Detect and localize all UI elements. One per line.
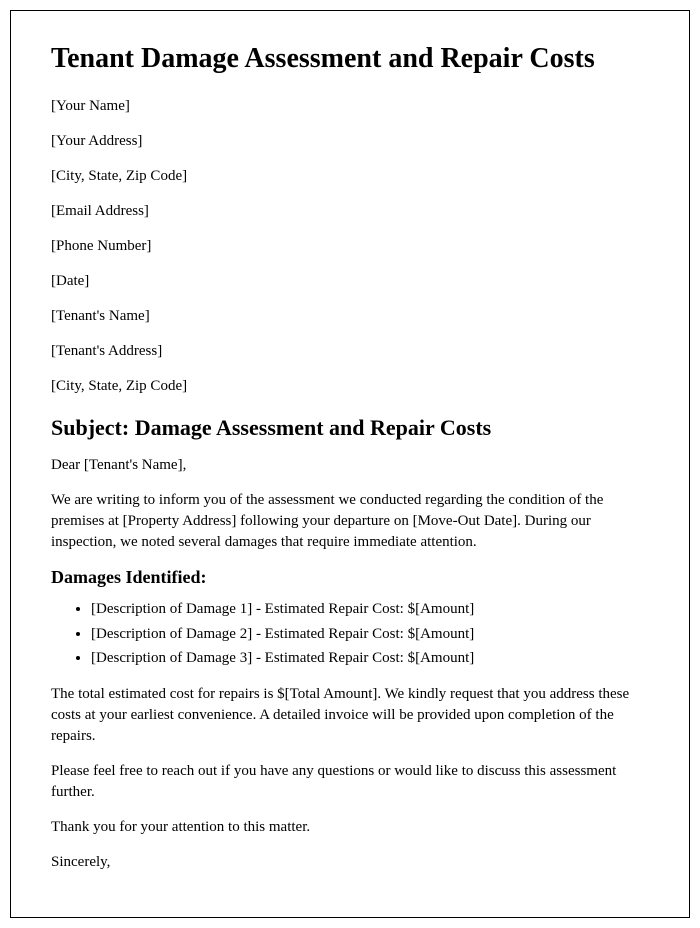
sender-email: [Email Address] xyxy=(51,201,649,222)
sender-name: [Your Name] xyxy=(51,96,649,117)
damage-item: [Description of Damage 3] - Estimated Re… xyxy=(91,647,649,670)
document-container: Tenant Damage Assessment and Repair Cost… xyxy=(10,10,690,918)
recipient-city-state-zip: [City, State, Zip Code] xyxy=(51,376,649,397)
thank-you: Thank you for your attention to this mat… xyxy=(51,817,649,838)
total-paragraph: The total estimated cost for repairs is … xyxy=(51,684,649,747)
document-title: Tenant Damage Assessment and Repair Cost… xyxy=(51,41,649,76)
subject-heading: Subject: Damage Assessment and Repair Co… xyxy=(51,415,649,441)
damages-heading: Damages Identified: xyxy=(51,567,649,588)
date-line: [Date] xyxy=(51,271,649,292)
sender-address: [Your Address] xyxy=(51,131,649,152)
recipient-name: [Tenant's Name] xyxy=(51,306,649,327)
salutation: Dear [Tenant's Name], xyxy=(51,455,649,476)
damage-item: [Description of Damage 1] - Estimated Re… xyxy=(91,598,649,621)
damage-item: [Description of Damage 2] - Estimated Re… xyxy=(91,623,649,646)
sender-city-state-zip: [City, State, Zip Code] xyxy=(51,166,649,187)
intro-paragraph: We are writing to inform you of the asse… xyxy=(51,490,649,553)
recipient-address: [Tenant's Address] xyxy=(51,341,649,362)
damages-list: [Description of Damage 1] - Estimated Re… xyxy=(91,598,649,670)
contact-paragraph: Please feel free to reach out if you hav… xyxy=(51,761,649,803)
sender-phone: [Phone Number] xyxy=(51,236,649,257)
closing: Sincerely, xyxy=(51,852,649,873)
